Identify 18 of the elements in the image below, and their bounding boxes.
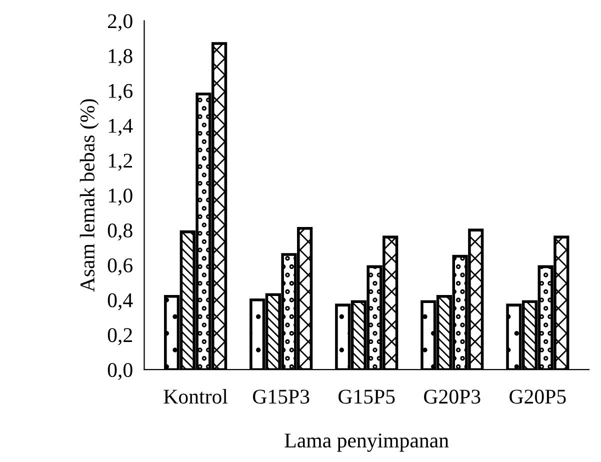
y-tick-label: 1,4 bbox=[108, 118, 133, 136]
y-tick-label: 0,0 bbox=[108, 362, 132, 380]
y-tick-label: 0,4 bbox=[108, 293, 133, 310]
y-tick-label: 0,2 bbox=[108, 328, 132, 346]
y-tick-label: 1,2 bbox=[108, 154, 132, 171]
y-tick-label: 0,8 bbox=[108, 223, 132, 241]
x-tick-label: Kontrol bbox=[164, 389, 228, 404]
x-tick-label: G20P3 bbox=[424, 390, 480, 404]
x-tick-label: G15P3 bbox=[253, 390, 310, 404]
y-axis-title: Asam lemak bebas (%) bbox=[80, 99, 99, 292]
x-tick-label: G15P5 bbox=[338, 390, 395, 404]
y-tick-label: 2,0 bbox=[108, 14, 132, 32]
y-tick-label: 0,6 bbox=[108, 258, 133, 276]
x-axis-title: Lama penyimpanan bbox=[284, 434, 449, 452]
y-tick-label: 1,6 bbox=[108, 84, 133, 101]
x-tick-label: G20P5 bbox=[510, 390, 566, 404]
y-tick-label: 1,0 bbox=[108, 188, 132, 206]
y-tick-label: 1,8 bbox=[108, 49, 132, 66]
